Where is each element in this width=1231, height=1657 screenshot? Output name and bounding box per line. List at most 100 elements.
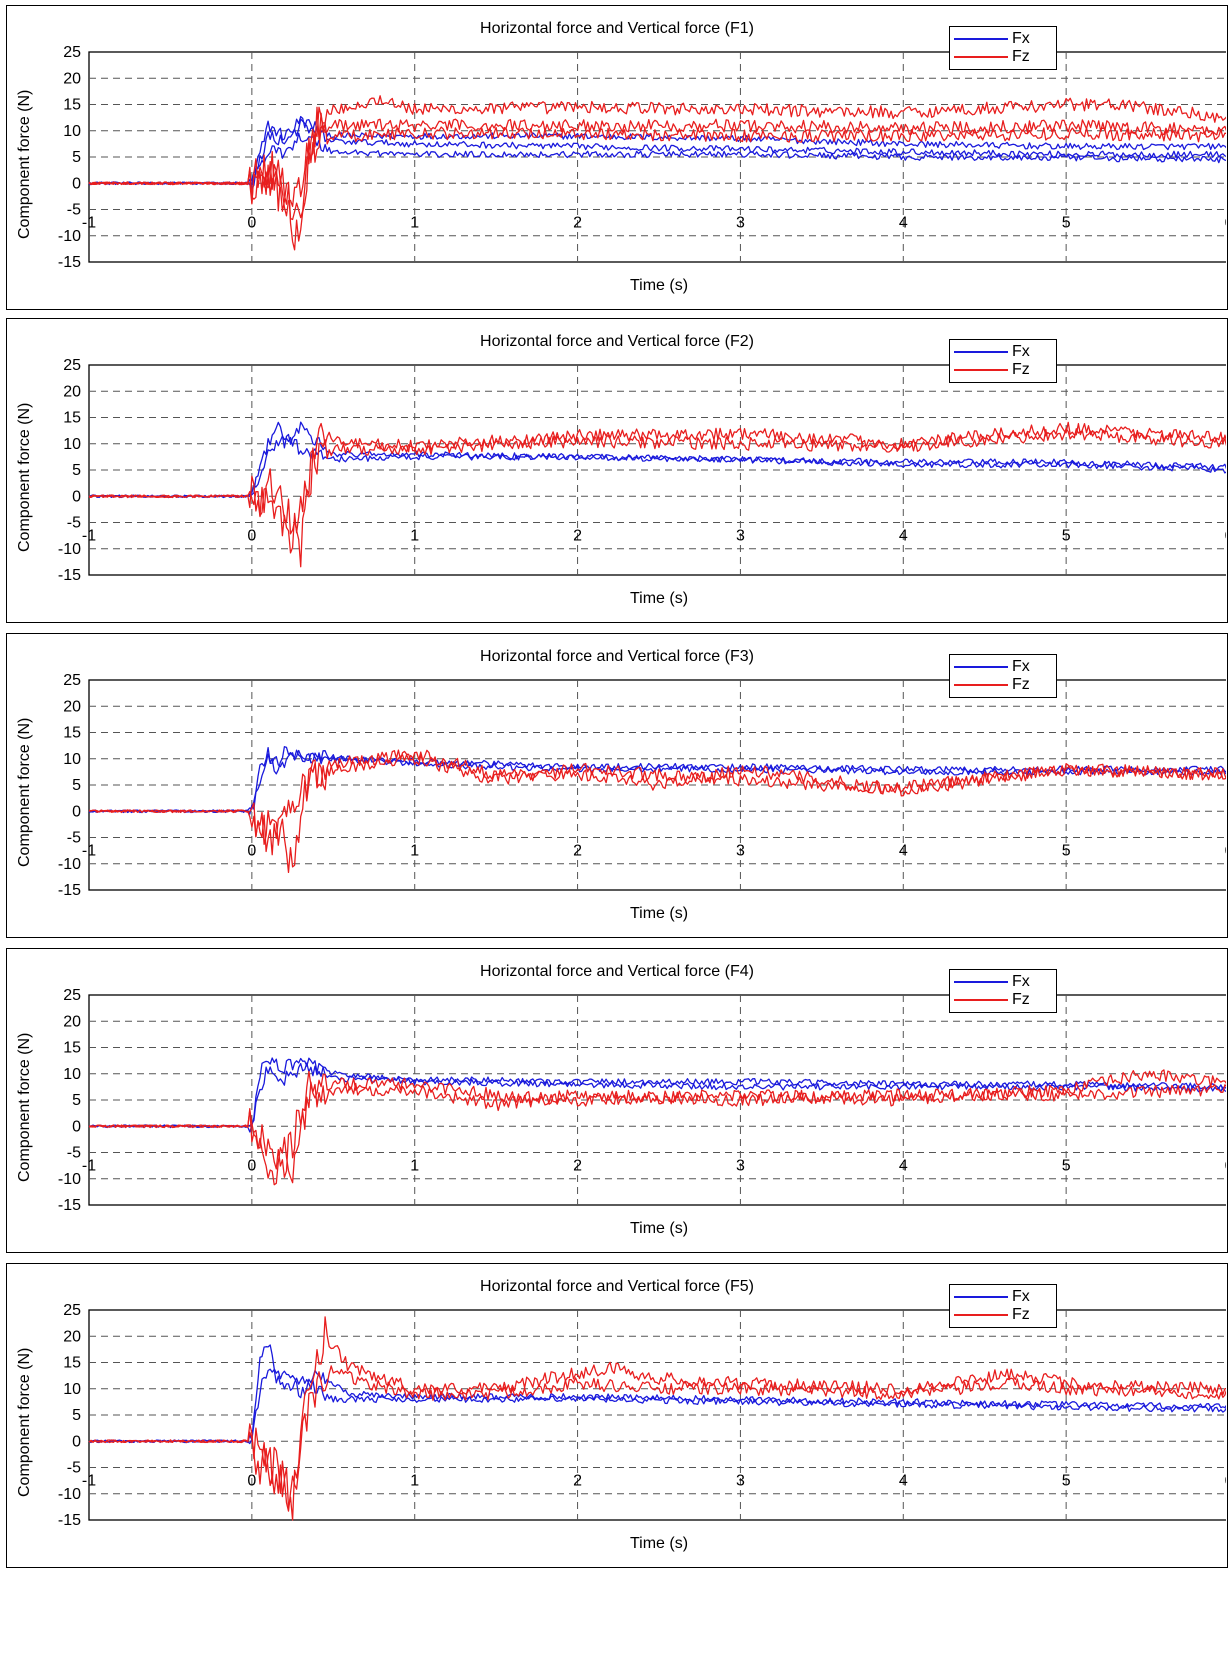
series-line-fz — [88, 754, 1226, 856]
x-tick-label: 4 — [899, 1158, 908, 1175]
legend-label: Fz — [1012, 991, 1030, 1008]
legend-item-fz: Fz — [950, 676, 1056, 694]
x-tick-label: -1 — [82, 1158, 96, 1175]
legend-swatch — [954, 981, 1008, 983]
y-tick-label: 25 — [63, 44, 81, 61]
series-line-fx — [88, 435, 1226, 499]
x-tick-label: 4 — [899, 843, 908, 860]
series-line-fx — [88, 1368, 1226, 1445]
y-tick-label: 10 — [63, 123, 81, 140]
x-tick-label: -1 — [82, 215, 96, 232]
y-tick-label: -5 — [67, 1460, 81, 1477]
x-tick-label: 5 — [1062, 1473, 1071, 1490]
y-tick-label: -10 — [58, 228, 81, 245]
x-tick-label: 0 — [247, 215, 256, 232]
y-tick-label: 25 — [63, 672, 81, 689]
y-tick-label: 0 — [72, 488, 81, 505]
series-line-fz — [88, 95, 1226, 251]
x-axis-label: Time (s) — [629, 1220, 689, 1237]
legend-swatch — [954, 351, 1008, 353]
series-line-fx — [88, 1062, 1226, 1129]
x-tick-label: 1 — [410, 528, 419, 545]
legend-label: Fz — [1012, 48, 1030, 65]
legend-swatch — [954, 1314, 1008, 1316]
chart-title: Horizontal force and Vertical force (F4) — [480, 963, 754, 980]
legend-swatch — [954, 666, 1008, 668]
legend-label: Fz — [1012, 361, 1030, 378]
y-tick-label: -15 — [58, 567, 81, 584]
x-tick-label: 6 — [1225, 1473, 1226, 1490]
y-tick-label: 20 — [63, 698, 81, 715]
y-axis-label: Component force (N) — [16, 402, 33, 552]
x-tick-label: 2 — [573, 1158, 582, 1175]
chart-legend: Fx Fz — [949, 339, 1057, 383]
series-line-fx — [88, 118, 1226, 186]
chart-title: Horizontal force and Vertical force (F1) — [480, 20, 754, 37]
chart-legend: Fx Fz — [949, 654, 1057, 698]
y-tick-label: 5 — [72, 149, 81, 166]
series-line-fz — [88, 421, 1226, 568]
legend-item-fz: Fz — [950, 48, 1056, 66]
x-tick-label: -1 — [82, 843, 96, 860]
y-tick-label: 0 — [72, 1433, 81, 1450]
y-axis-label: Component force (N) — [16, 1347, 33, 1497]
x-tick-label: -1 — [82, 528, 96, 545]
y-tick-label: 10 — [63, 436, 81, 453]
y-axis-label: Component force (N) — [16, 717, 33, 867]
y-tick-label: 10 — [63, 751, 81, 768]
y-tick-label: -15 — [58, 1197, 81, 1214]
y-tick-label: -5 — [67, 830, 81, 847]
y-tick-label: 15 — [63, 725, 81, 742]
x-tick-label: 5 — [1062, 843, 1071, 860]
chart-legend: Fx Fz — [949, 26, 1057, 70]
y-tick-label: -15 — [58, 1512, 81, 1529]
x-tick-label: 3 — [736, 1473, 745, 1490]
x-tick-label: 6 — [1225, 1158, 1226, 1175]
x-tick-label: 3 — [736, 215, 745, 232]
legend-label: Fx — [1012, 30, 1030, 47]
legend-item-fz: Fz — [950, 1306, 1056, 1324]
x-tick-label: 2 — [573, 528, 582, 545]
y-tick-label: -15 — [58, 254, 81, 271]
legend-label: Fz — [1012, 1306, 1030, 1323]
y-tick-label: 20 — [63, 1013, 81, 1030]
x-tick-label: 5 — [1062, 528, 1071, 545]
series-line-fz — [88, 106, 1226, 221]
y-tick-label: -5 — [67, 1145, 81, 1162]
x-tick-label: 4 — [899, 528, 908, 545]
y-tick-label: 25 — [63, 357, 81, 374]
y-tick-label: 15 — [63, 1040, 81, 1057]
y-tick-label: 5 — [72, 462, 81, 479]
y-tick-label: 20 — [63, 383, 81, 400]
series-line-fz — [88, 427, 1226, 554]
x-tick-label: 2 — [573, 215, 582, 232]
y-tick-label: -10 — [58, 1486, 81, 1503]
y-tick-label: 10 — [63, 1066, 81, 1083]
y-tick-label: 15 — [63, 97, 81, 114]
legend-label: Fz — [1012, 676, 1030, 693]
legend-label: Fx — [1012, 973, 1030, 990]
x-tick-label: 4 — [899, 215, 908, 232]
x-axis-label: Time (s) — [629, 277, 689, 294]
y-tick-label: 0 — [72, 1118, 81, 1135]
legend-item-fx: Fx — [950, 30, 1056, 48]
chart-title: Horizontal force and Vertical force (F5) — [480, 1278, 754, 1295]
chart-legend: Fx Fz — [949, 969, 1057, 1013]
legend-item-fz: Fz — [950, 991, 1056, 1009]
x-tick-label: 5 — [1062, 215, 1071, 232]
chart-legend: Fx Fz — [949, 1284, 1057, 1328]
chart-title: Horizontal force and Vertical force (F2) — [480, 333, 754, 350]
series-line-fx — [88, 132, 1226, 189]
x-tick-label: 1 — [410, 843, 419, 860]
legend-swatch — [954, 369, 1008, 371]
y-tick-label: -15 — [58, 882, 81, 899]
y-tick-label: 0 — [72, 175, 81, 192]
legend-item-fx: Fx — [950, 1288, 1056, 1306]
x-tick-label: 0 — [247, 843, 256, 860]
x-tick-label: 1 — [410, 1473, 419, 1490]
legend-item-fz: Fz — [950, 361, 1056, 379]
